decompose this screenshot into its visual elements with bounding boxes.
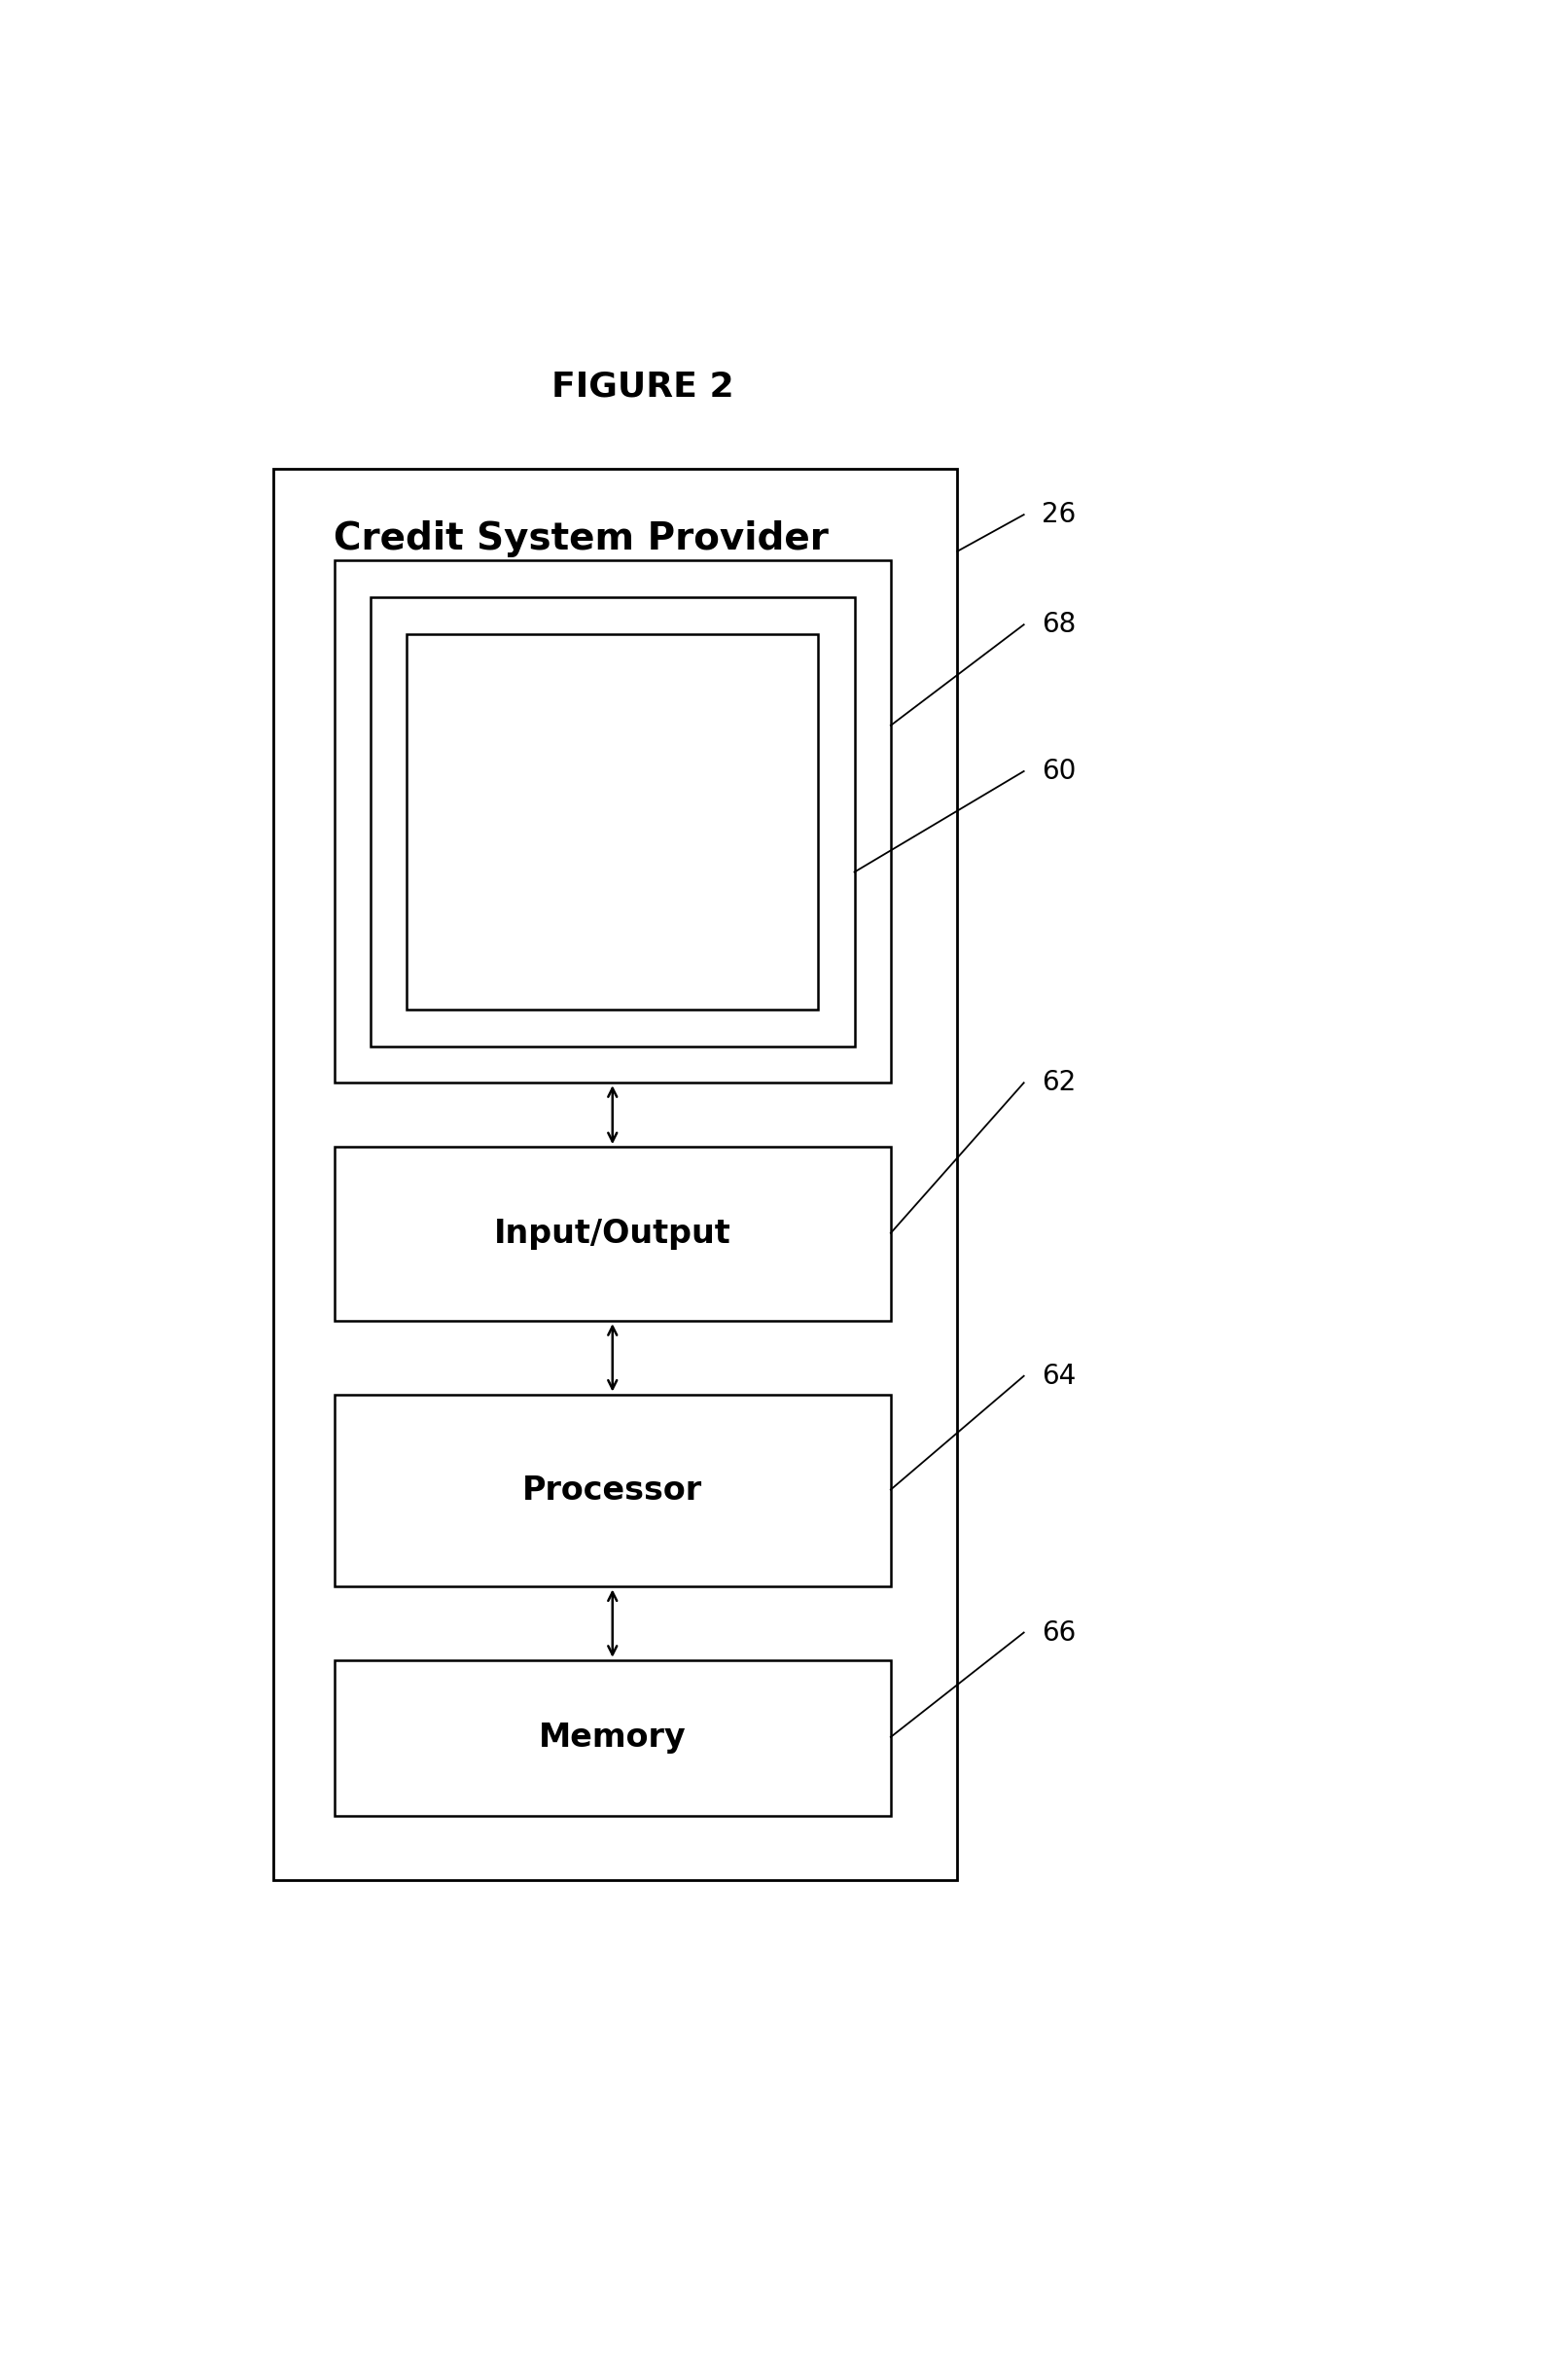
- Text: 60: 60: [1043, 757, 1077, 785]
- Text: 68: 68: [1043, 612, 1076, 638]
- Text: 64: 64: [1043, 1361, 1076, 1390]
- FancyBboxPatch shape: [334, 1395, 891, 1587]
- FancyBboxPatch shape: [407, 633, 818, 1009]
- FancyBboxPatch shape: [273, 469, 957, 1880]
- FancyBboxPatch shape: [334, 1147, 891, 1321]
- FancyBboxPatch shape: [370, 597, 854, 1047]
- Text: Input/Output: Input/Output: [493, 1219, 731, 1250]
- Text: FIGURE 2: FIGURE 2: [551, 369, 734, 402]
- Text: 62: 62: [1043, 1069, 1076, 1097]
- Text: Processor: Processor: [523, 1476, 702, 1507]
- Text: Memory: Memory: [539, 1721, 687, 1754]
- Text: Credit System Provider: Credit System Provider: [334, 519, 829, 557]
- Text: 66: 66: [1043, 1618, 1076, 1647]
- Text: 26: 26: [1043, 502, 1076, 528]
- FancyBboxPatch shape: [334, 1661, 891, 1816]
- FancyBboxPatch shape: [334, 562, 891, 1083]
